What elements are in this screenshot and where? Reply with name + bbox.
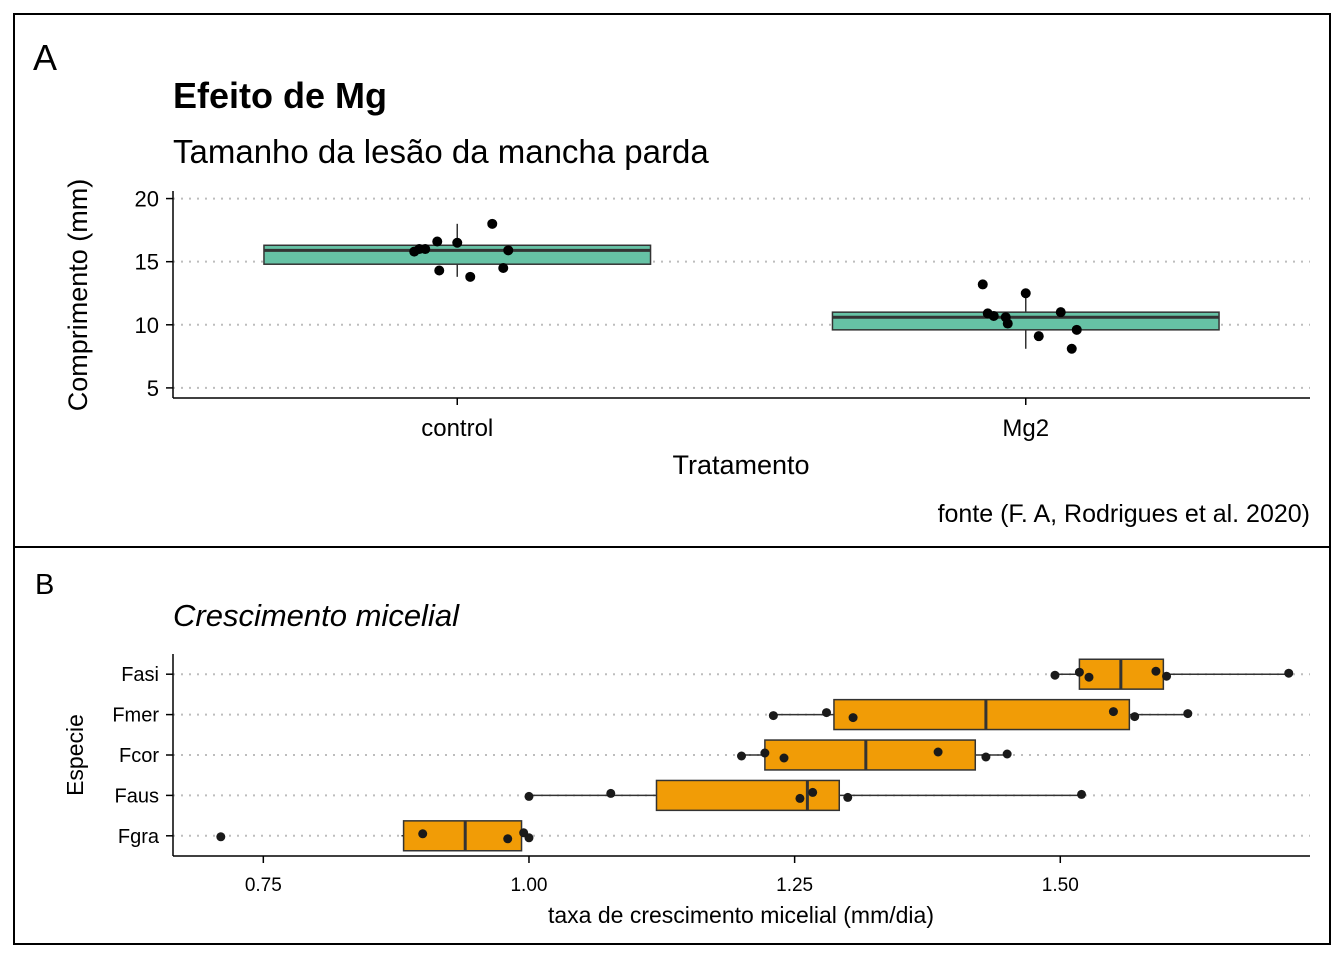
panel-a-x-ticks: control Mg2 <box>421 398 1049 442</box>
panel-b-point-fasi <box>1151 666 1161 676</box>
panel-a: A Efeito de Mg Tamanho da lesão da manch… <box>13 13 1331 548</box>
panel-b-y-ticks: Fasi Fmer Fcor Faus Fgra <box>112 664 173 848</box>
panel-a-gridlines <box>173 197 1310 389</box>
panel-a-point-control <box>420 244 431 255</box>
panel-a-y-tick-label: 5 <box>147 376 159 401</box>
panel-b-point-fmer <box>1130 712 1140 722</box>
panel-a-y-tick-label: 20 <box>135 187 159 212</box>
panel-b-point-faus <box>524 791 534 801</box>
panel-a-point-control <box>498 262 509 273</box>
panel-a-point-control <box>503 245 514 256</box>
panel-a-y-ticks: 5 10 15 20 <box>135 187 173 401</box>
panel-b-point-faus <box>843 792 853 802</box>
panel-a-point-control <box>452 237 463 248</box>
panel-b-point-fgra <box>524 833 534 843</box>
panel-b-tag: B <box>35 569 54 601</box>
panel-a-box-mg2 <box>831 311 1220 331</box>
panel-b-point-faus <box>606 788 616 798</box>
panel-b-point-faus <box>795 793 805 803</box>
panel-a-y-tick-label: 10 <box>135 313 159 338</box>
panel-a-x-axis-title: Tratamento <box>672 450 809 480</box>
panel-b-point-fcor <box>981 752 991 762</box>
panel-a-points <box>409 218 1082 354</box>
panel-a-x-tick-label-control: control <box>421 415 493 442</box>
panel-b-points <box>216 666 1294 844</box>
panel-a-point-mg2 <box>1055 307 1066 318</box>
panel-a-y-tick-label: 15 <box>135 250 159 275</box>
panel-b-point-fasi <box>1084 672 1094 682</box>
panel-b-x-axis-title: taxa de crescimento micelial (mm/dia) <box>548 902 934 928</box>
panel-b: B Crescimento micelial FasiFmerFcorFausF… <box>13 546 1331 945</box>
panel-b-point-fasi <box>1074 667 1084 677</box>
panel-a-point-mg2 <box>1066 343 1077 354</box>
panel-a-point-control <box>465 271 476 282</box>
panel-a-title: Efeito de Mg <box>173 75 387 116</box>
panel-a-point-control <box>487 218 498 229</box>
panel-b-point-fgra <box>216 832 226 842</box>
panel-b-point-fgra <box>418 829 428 839</box>
panel-a-subtitle: Tamanho da lesão da mancha parda <box>173 133 709 170</box>
panel-a-box-control <box>263 244 652 265</box>
panel-b-point-fcor <box>779 753 789 763</box>
panel-b-y-tick-label-fmer: Fmer <box>112 705 159 727</box>
panel-a-point-mg2 <box>988 310 999 321</box>
panel-b-box-fcor <box>764 739 977 771</box>
panel-a-tag: A <box>33 37 57 78</box>
panel-b-point-fmer <box>768 711 778 721</box>
panel-b-x-ticks: 0.75 1.00 1.25 1.50 <box>245 856 1079 896</box>
panel-b-x-tick-label: 0.75 <box>245 875 282 896</box>
panel-b-y-tick-label-fcor: Fcor <box>119 745 159 767</box>
panel-b-point-fmer <box>1108 707 1118 717</box>
panel-b-point-faus <box>1077 789 1087 799</box>
panel-b-y-axis-title: Especie <box>62 714 88 796</box>
panel-b-y-tick-label-fasi: Fasi <box>121 664 159 686</box>
panel-b-point-fcor <box>1002 749 1012 759</box>
panel-b-y-tick-label-faus: Faus <box>115 785 159 807</box>
panel-a-point-mg2 <box>1020 288 1031 299</box>
panel-b-border <box>13 546 1331 945</box>
panel-b-point-fcor <box>737 751 746 761</box>
panel-b-point-fasi <box>1284 668 1294 678</box>
panel-b-point-fcor <box>933 747 943 757</box>
panel-a-point-mg2 <box>977 279 988 290</box>
panel-b-y-tick-label-fgra: Fgra <box>118 826 160 848</box>
panel-b-point-fmer <box>822 708 832 718</box>
panel-b-x-tick-label: 1.25 <box>776 875 813 896</box>
panel-b-box-fmer <box>833 698 1131 731</box>
panel-b-point-fgra <box>503 834 513 844</box>
panel-a-point-control <box>432 236 443 247</box>
panel-b-point-fcor <box>760 748 770 758</box>
panel-b-x-tick-label: 1.50 <box>1042 875 1079 896</box>
panel-b-title: Crescimento micelial <box>173 598 460 633</box>
panel-b-x-tick-label: 1.00 <box>510 875 547 896</box>
panel-a-boxes <box>263 223 1220 349</box>
panel-a-x-tick-label-mg2: Mg2 <box>1002 415 1049 442</box>
panel-b-point-faus <box>808 787 818 797</box>
panel-b-point-fmer <box>848 713 858 723</box>
panel-a-point-mg2 <box>1033 331 1044 342</box>
panel-b-point-fasi <box>1050 670 1060 680</box>
panel-a-point-mg2 <box>1002 318 1013 329</box>
panel-b-point-fmer <box>1183 709 1193 719</box>
panel-a-point-mg2 <box>1071 324 1082 335</box>
panel-b-point-fasi <box>1162 671 1172 681</box>
panel-a-y-axis-title: Comprimento (mm) <box>63 179 93 412</box>
panel-a-point-control <box>434 265 445 276</box>
panel-a-caption: fonte (F. A, Rodrigues et al. 2020) <box>938 500 1310 528</box>
